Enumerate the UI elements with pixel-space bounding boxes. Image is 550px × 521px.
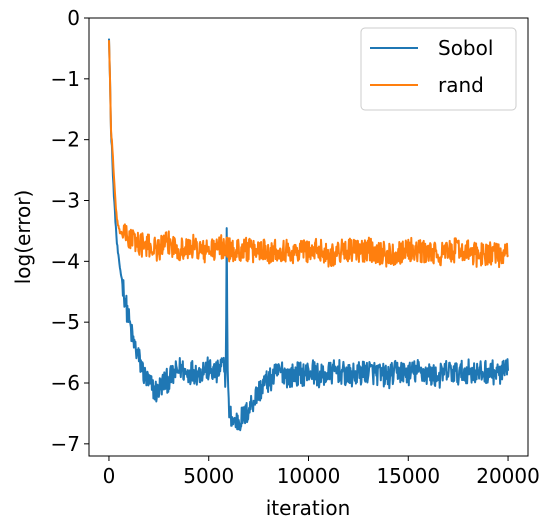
x-axis-label: iteration bbox=[266, 496, 351, 520]
y-axis-label: log(error) bbox=[11, 190, 35, 285]
x-tick-label: 0 bbox=[103, 464, 116, 488]
legend: Sobol rand bbox=[360, 27, 517, 111]
y-tick-label: −2 bbox=[51, 128, 80, 152]
y-tick-label: −5 bbox=[51, 310, 80, 334]
y-tick-label: −6 bbox=[51, 371, 80, 395]
legend-label-rand: rand bbox=[438, 73, 484, 97]
x-tick-label: 5000 bbox=[183, 464, 234, 488]
y-tick-label: 0 bbox=[67, 6, 80, 30]
x-tick-label: 15000 bbox=[376, 464, 440, 488]
y-tick-label: −3 bbox=[51, 189, 80, 213]
series-line-rand bbox=[108, 40, 509, 269]
y-tick-label: −4 bbox=[51, 249, 80, 273]
y-tick-label: −7 bbox=[51, 432, 80, 456]
x-tick-label: 10000 bbox=[277, 464, 341, 488]
series-line-sobol bbox=[108, 38, 509, 432]
series-layer bbox=[108, 38, 509, 432]
y-tick-label: −1 bbox=[51, 67, 80, 91]
x-tick-label: 20000 bbox=[476, 464, 540, 488]
ticks-layer: 0 5000 10000 15000 20000 0 −1 −2 −3 −4 −5 −6 −7 bbox=[51, 6, 540, 488]
legend-label-sobol: Sobol bbox=[438, 36, 493, 60]
